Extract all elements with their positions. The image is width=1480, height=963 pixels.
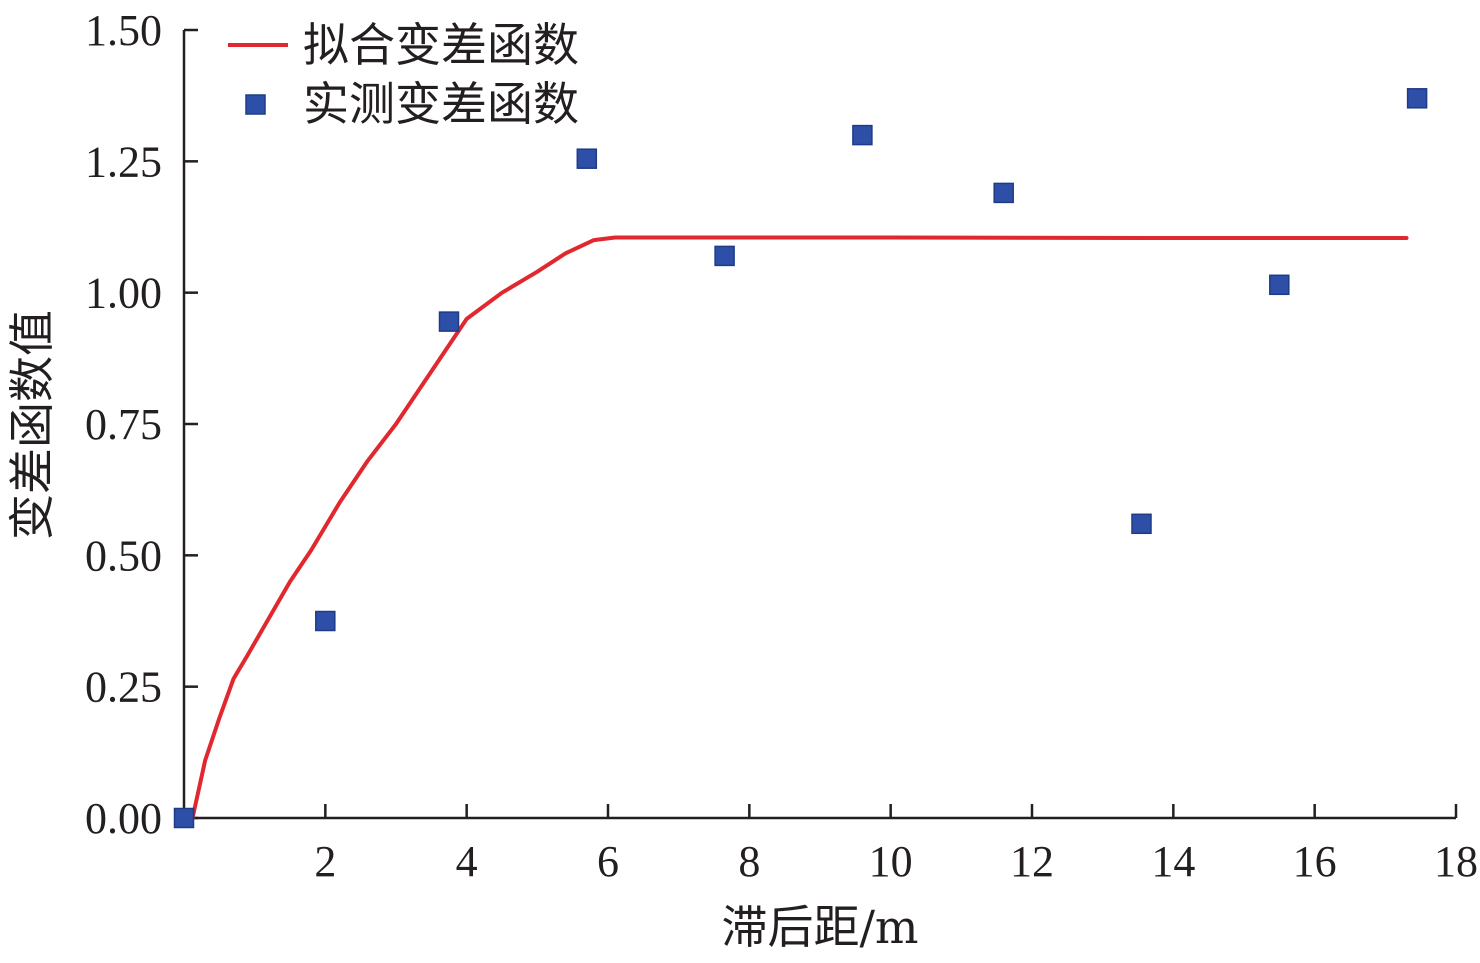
x-tick-label: 16 [1293,837,1337,886]
x-tick-label: 4 [456,837,478,886]
x-tick-label: 14 [1151,837,1195,886]
x-tick-label: 2 [314,837,336,886]
y-tick-label: 1.00 [85,269,162,318]
x-tick-label: 18 [1434,837,1478,886]
plot-area [173,88,1428,829]
measured-variogram-point [1406,88,1428,109]
measured-variogram-point [1269,274,1290,296]
fitted-variogram-line [190,235,1409,820]
y-tick-label: 1.25 [85,137,162,186]
x-axis-title: 滞后距/m [721,900,918,954]
x-tick-label: 12 [1010,837,1054,886]
x-tick-label: 10 [869,837,913,886]
measured-variogram-point [438,311,460,332]
measured-variogram-point [993,182,1014,204]
y-tick-label: 0.75 [85,400,162,449]
axes [182,30,1456,820]
legend-marker-swatch [245,94,266,115]
y-tick-label: 0.50 [85,531,162,580]
measured-variogram-point [714,245,735,267]
legend-label-fitted: 拟合变差函数 [303,18,579,72]
measured-variogram-point [576,148,598,169]
measured-variogram-point [1131,513,1152,535]
measured-variogram-point [852,124,873,146]
y-axis-title: 变差函数值 [5,310,59,540]
legend: 拟合变差函数 实测变差函数 [228,18,579,131]
y-tick-label: 1.50 [85,6,162,55]
y-ticks: 0.00 0.25 0.50 0.75 1.00 1.25 1.50 [85,6,198,843]
measured-variogram-point [315,610,336,632]
y-tick-label: 0.25 [85,663,162,712]
x-tick-label: 8 [738,837,760,886]
x-ticks: 2 4 6 8 10 12 14 16 18 [314,804,1478,886]
measured-variogram-point [173,807,195,829]
y-tick-label: 0.00 [85,794,162,843]
x-tick-label: 6 [597,837,619,886]
legend-label-measured: 实测变差函数 [303,77,579,131]
